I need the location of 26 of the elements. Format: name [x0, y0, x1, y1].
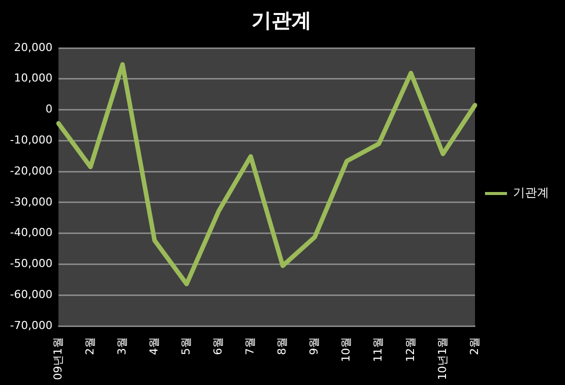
x-tick-label: 09년1월 — [51, 337, 64, 380]
x-tick-label: 12월 — [404, 337, 417, 362]
x-tick-label: 8월 — [276, 337, 289, 356]
x-tick-label: 3월 — [115, 337, 128, 356]
x-tick-label: 10년1월 — [436, 337, 449, 380]
x-tick-label: 9월 — [308, 337, 321, 356]
y-tick-label: -60,000 — [10, 288, 52, 301]
y-tick-label: -30,000 — [10, 195, 52, 208]
x-tick-label: 11월 — [372, 337, 385, 362]
y-tick-label: 0 — [45, 102, 52, 116]
x-tick-label: 4월 — [147, 337, 160, 356]
y-tick-label: -10,000 — [10, 134, 52, 147]
x-tick-label: 6월 — [212, 337, 225, 356]
x-tick-label: 10월 — [340, 337, 353, 362]
legend-label: 기관계 — [513, 186, 549, 200]
y-tick-label: -20,000 — [10, 164, 52, 178]
x-tick-label: 2월 — [468, 337, 481, 356]
x-tick-label: 5월 — [179, 337, 192, 356]
y-tick-label: -50,000 — [10, 257, 52, 270]
y-tick-label: -70,000 — [10, 318, 52, 332]
y-tick-label: -40,000 — [10, 226, 52, 240]
y-tick-label: 20,000 — [14, 40, 52, 54]
y-tick-label: 10,000 — [14, 72, 52, 85]
chart-title: 기관계 — [252, 8, 312, 32]
x-tick-label: 7월 — [244, 337, 257, 356]
x-tick-label: 2월 — [83, 337, 96, 356]
